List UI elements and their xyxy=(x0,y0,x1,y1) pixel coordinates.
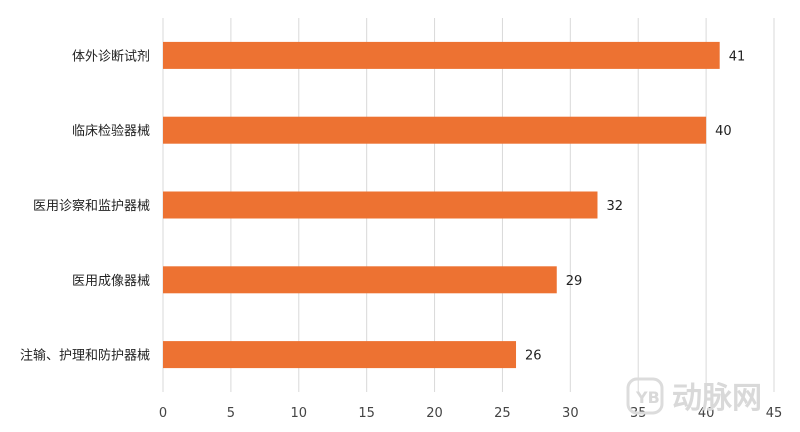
x-tick-label-5: 25 xyxy=(494,406,511,421)
x-tick-label-9: 45 xyxy=(766,406,783,421)
x-tick-label-0: 0 xyxy=(159,406,167,421)
x-tick-label-2: 10 xyxy=(291,406,308,421)
category-label-0: 体外诊断试剂 xyxy=(72,49,150,64)
watermark-icon xyxy=(626,377,664,415)
data-label-2: 32 xyxy=(606,199,623,214)
bar-1 xyxy=(163,116,707,144)
bar-4 xyxy=(163,341,517,369)
data-labels: 41 40 32 29 26 xyxy=(525,49,745,363)
bar-3 xyxy=(163,266,557,294)
x-tick-label-1: 5 xyxy=(227,406,235,421)
data-label-4: 26 xyxy=(525,349,542,364)
x-tick-label-8: 40 xyxy=(698,406,715,421)
category-label-3: 医用成像器械 xyxy=(72,274,150,289)
x-tick-labels: 0 5 10 15 20 25 30 35 40 45 xyxy=(159,406,782,421)
x-tick-label-4: 20 xyxy=(426,406,443,421)
watermark-logo: YB 动脉网 xyxy=(626,377,762,416)
data-label-0: 41 xyxy=(729,49,746,64)
category-label-1: 临床检验器械 xyxy=(72,123,150,139)
category-label-4: 注输、护理和防护器械 xyxy=(20,348,150,364)
watermark-text: 动脉网 xyxy=(672,381,762,416)
watermark-icon-glyph: YB xyxy=(635,388,660,407)
x-tick-label-6: 30 xyxy=(562,406,579,421)
data-label-1: 40 xyxy=(715,124,732,139)
bar-2 xyxy=(163,191,598,219)
category-label-2: 医用诊察和监护器械 xyxy=(33,199,150,214)
bar-0 xyxy=(163,41,720,69)
data-label-3: 29 xyxy=(566,274,583,289)
bars xyxy=(163,41,720,369)
x-tick-label-3: 15 xyxy=(358,406,375,421)
